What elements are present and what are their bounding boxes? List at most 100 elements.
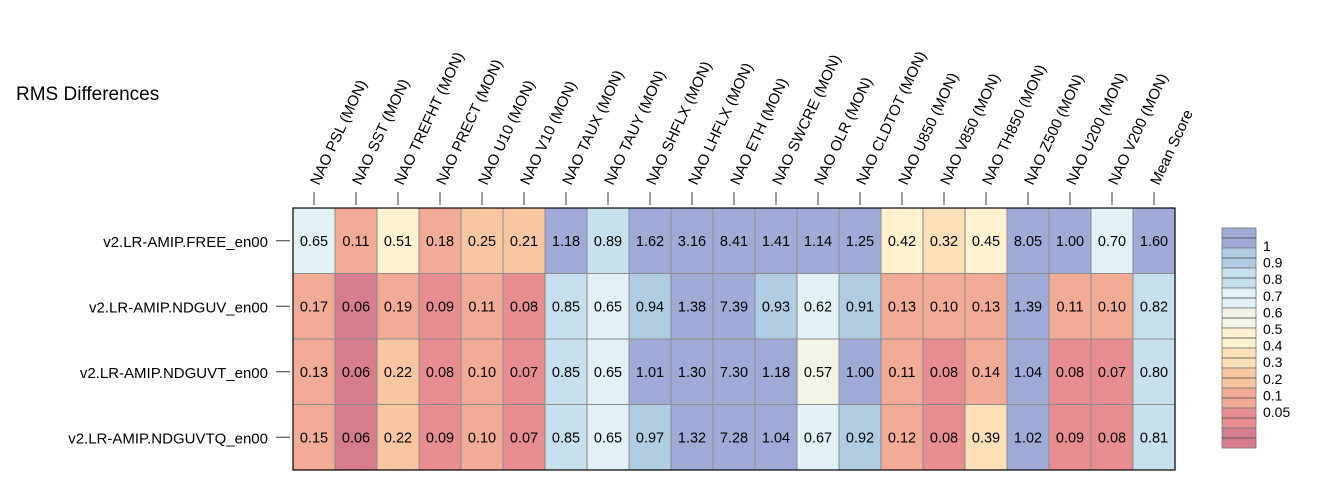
colorbar-tick-label: 0.7 — [1263, 288, 1283, 304]
cell-value: 0.07 — [1098, 365, 1126, 381]
heatmap-cell — [1048, 404, 1092, 471]
cell-value: 0.65 — [594, 299, 622, 315]
heatmap-cell — [1006, 207, 1050, 274]
cell-value: 0.10 — [930, 299, 958, 315]
colorbar-tick-label: 0.6 — [1263, 304, 1283, 320]
heatmap-cell — [292, 207, 336, 274]
colorbar-tick-label: 1 — [1263, 238, 1271, 254]
heatmap-cell — [544, 207, 588, 274]
cell-value: 0.65 — [300, 234, 328, 250]
cell-value: 1.18 — [762, 365, 790, 381]
cell-value: 0.08 — [930, 365, 958, 381]
cell-value: 0.62 — [804, 299, 832, 315]
cell-value: 0.67 — [804, 430, 832, 446]
heatmap-cell — [502, 338, 546, 405]
colorbar-tick-label: 0.8 — [1263, 271, 1283, 287]
cell-value: 0.15 — [300, 430, 328, 446]
cell-value: 0.92 — [846, 430, 874, 446]
cell-value: 0.08 — [930, 430, 958, 446]
heatmap-cell — [754, 207, 798, 274]
heatmap-cell — [1048, 273, 1092, 340]
cell-value: 0.10 — [1098, 299, 1126, 315]
cell-value: 0.11 — [468, 299, 495, 315]
cell-value: 1.30 — [678, 365, 706, 381]
heatmap-cell — [838, 273, 882, 340]
cell-value: 0.85 — [552, 299, 580, 315]
heatmap-cell — [334, 404, 378, 471]
cell-value: 0.91 — [846, 299, 874, 315]
colorbar-tick-label: 0.05 — [1263, 404, 1290, 420]
cell-value: 0.25 — [468, 234, 496, 250]
cell-value: 0.17 — [300, 299, 328, 315]
heatmap-cell — [502, 273, 546, 340]
cell-value: 1.25 — [846, 234, 874, 250]
cell-value: 0.09 — [426, 430, 454, 446]
cell-value: 1.32 — [678, 430, 706, 446]
heatmap-cell — [838, 404, 882, 471]
heatmap-cell — [460, 273, 504, 340]
cell-value: 0.08 — [510, 299, 538, 315]
cell-value: 0.13 — [300, 365, 328, 381]
heatmap-cell — [796, 273, 840, 340]
colorbar-tick-label: 0.3 — [1263, 354, 1283, 370]
cell-value: 1.18 — [552, 234, 580, 250]
cell-value: 0.51 — [384, 234, 412, 250]
heatmap-cell — [880, 207, 924, 274]
cell-value: 7.30 — [720, 365, 748, 381]
colorbar-tick-label: 0.5 — [1263, 321, 1283, 337]
heatmap-cell — [964, 207, 1008, 274]
cell-value: 0.11 — [1056, 299, 1083, 315]
cell-value: 1.41 — [762, 234, 790, 250]
heatmap-cell — [418, 338, 462, 405]
cell-value: 0.10 — [468, 430, 496, 446]
row-label: v2.LR-AMIP.NDGUVTQ_en00 — [68, 430, 268, 447]
cell-value: 0.89 — [594, 234, 622, 250]
cell-value: 1.04 — [1014, 365, 1042, 381]
cell-value: 0.07 — [510, 365, 538, 381]
cell-value: 0.10 — [468, 365, 496, 381]
row-label: v2.LR-AMIP.NDGUVT_en00 — [80, 365, 268, 382]
cell-value: 1.14 — [804, 234, 832, 250]
cell-value: 1.60 — [1140, 234, 1168, 250]
cell-value: 0.85 — [552, 365, 580, 381]
cell-value: 0.09 — [426, 299, 454, 315]
colorbar-tick-label: 0.1 — [1263, 387, 1283, 403]
heatmap-cell — [418, 404, 462, 471]
row-label: v2.LR-AMIP.FREE_en00 — [103, 234, 268, 251]
cell-value: 0.94 — [636, 299, 664, 315]
cell-value: 0.39 — [972, 430, 1000, 446]
cell-value: 7.28 — [720, 430, 748, 446]
chart-title: RMS Differences — [16, 84, 160, 105]
cell-value: 1.62 — [636, 234, 664, 250]
heatmap-cell — [880, 273, 924, 340]
colorbar-tick-label: 0.4 — [1263, 338, 1283, 354]
column-label: Mean Score — [1147, 107, 1197, 187]
heatmap-cell — [418, 207, 462, 274]
heatmap-cell — [1048, 338, 1092, 405]
heatmap-cell — [376, 273, 420, 340]
cell-value: 0.13 — [888, 299, 916, 315]
heatmap-cell — [922, 404, 966, 471]
cell-value: 0.85 — [552, 430, 580, 446]
heatmap-border — [292, 207, 1176, 471]
cell-value: 1.39 — [1014, 299, 1042, 315]
cell-value: 0.93 — [762, 299, 790, 315]
cell-value: 0.11 — [888, 365, 915, 381]
heatmap-cell — [796, 404, 840, 471]
heatmap-cell — [838, 338, 882, 405]
cell-value: 7.39 — [720, 299, 748, 315]
cell-value: 3.16 — [678, 234, 706, 250]
cell-value: 0.65 — [594, 430, 622, 446]
cell-value: 1.04 — [762, 430, 790, 446]
cell-value: 0.06 — [342, 299, 370, 315]
cell-value: 0.21 — [510, 234, 538, 250]
cell-value: 1.38 — [678, 299, 706, 315]
cell-value: 0.70 — [1098, 234, 1126, 250]
heatmap-cell — [544, 273, 588, 340]
heatmap-cell — [1006, 404, 1050, 471]
cell-value: 8.05 — [1014, 234, 1042, 250]
heatmap-cell — [460, 207, 504, 274]
cell-value: 0.45 — [972, 234, 1000, 250]
cell-value: 0.06 — [342, 430, 370, 446]
